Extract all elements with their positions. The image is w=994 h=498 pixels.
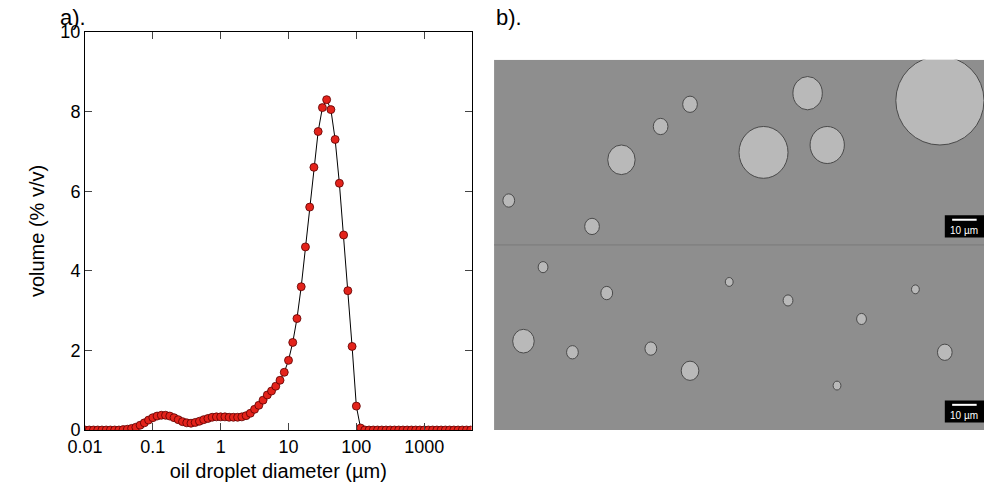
svg-text:10: 10 xyxy=(278,437,298,457)
svg-text:2: 2 xyxy=(70,341,80,361)
svg-text:a).: a). xyxy=(60,5,86,30)
svg-text:10 µm: 10 µm xyxy=(950,225,978,236)
svg-text:100: 100 xyxy=(341,437,371,457)
svg-text:1: 1 xyxy=(216,437,226,457)
svg-text:10 µm: 10 µm xyxy=(950,410,978,421)
svg-text:6: 6 xyxy=(70,182,80,202)
svg-text:b).: b). xyxy=(496,5,522,30)
svg-text:1000: 1000 xyxy=(404,437,444,457)
svg-text:4: 4 xyxy=(70,261,80,281)
svg-text:0.01: 0.01 xyxy=(67,437,102,457)
svg-text:10: 10 xyxy=(60,22,80,42)
svg-text:oil droplet diameter (µm): oil droplet diameter (µm) xyxy=(170,460,387,482)
svg-text:0.1: 0.1 xyxy=(140,437,165,457)
svg-text:8: 8 xyxy=(70,102,80,122)
svg-text:volume (% v/v): volume (% v/v) xyxy=(26,165,48,297)
svg-text:0: 0 xyxy=(70,420,80,440)
